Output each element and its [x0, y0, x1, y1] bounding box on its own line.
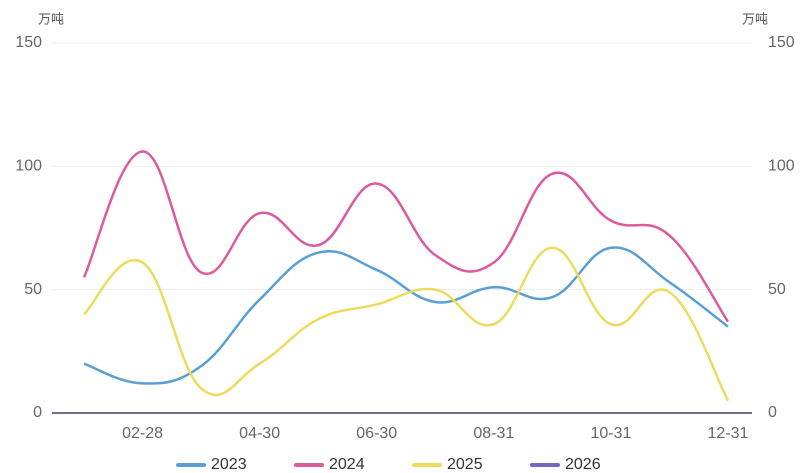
y-tick-label: 50 [24, 281, 42, 298]
y-axis-unit: 万吨 [38, 11, 64, 26]
legend-label: 2026 [565, 456, 601, 473]
y-tick-label: 150 [15, 34, 42, 51]
series-line [82, 150, 730, 323]
y2-tick-label: 50 [768, 281, 786, 298]
y-tick-label: 0 [33, 404, 42, 421]
x-tick-label: 12-31 [708, 425, 749, 442]
legend-label: 2025 [447, 456, 483, 473]
y-tick-label: 100 [15, 158, 42, 175]
x-tick-label: 10-31 [590, 425, 631, 442]
legend-label: 2024 [329, 456, 365, 473]
y2-axis-unit: 万吨 [742, 11, 768, 26]
series-line [83, 246, 730, 402]
legend-label: 2023 [211, 456, 247, 473]
x-tick-label: 08-31 [473, 425, 514, 442]
x-tick-label: 06-30 [356, 425, 397, 442]
y2-tick-label: 150 [768, 34, 795, 51]
y2-tick-label: 0 [768, 404, 777, 421]
y2-tick-label: 100 [768, 158, 795, 175]
x-tick-label: 02-28 [122, 425, 163, 442]
x-tick-label: 04-30 [239, 425, 280, 442]
